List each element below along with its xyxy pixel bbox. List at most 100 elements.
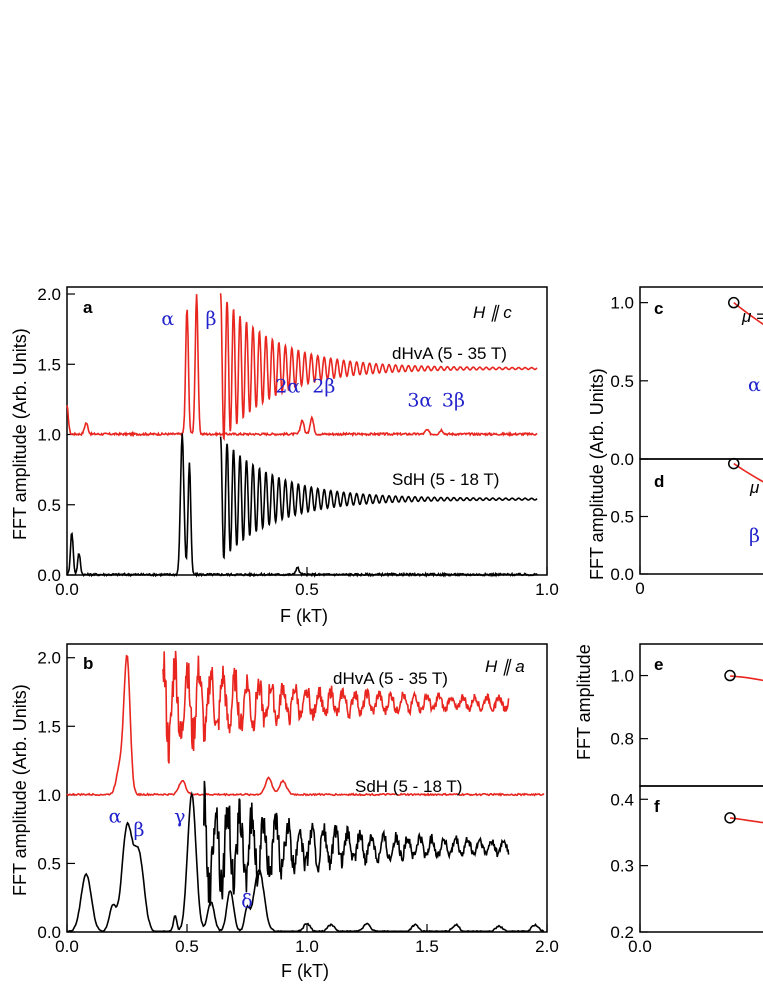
panel-d-plot (728, 457, 763, 483)
panel-b: 0.00.51.01.52.0 0.0 0.5 1.0 1.5 2.0 b H ∥ a … (10, 643, 559, 981)
panel-a-annotation: 2β (312, 375, 335, 397)
panel-b-series-0-oscillation (162, 650, 510, 764)
panel-f-frame (639, 785, 763, 933)
panel-a-field-label: H ∥ c (473, 303, 512, 322)
panel-b-plot (66, 650, 545, 933)
panel-a-xlabel: F (kT) (280, 606, 328, 626)
panel-a-series-1-spectrum (66, 433, 538, 578)
panel-e-ytick-label: 1.0 (610, 667, 634, 686)
panel-b-ytick-label: 1.0 (37, 786, 61, 805)
panel-b-xtick-label: 1.0 (295, 937, 319, 956)
panel-e-yticks: 0.8 1.0 (610, 667, 648, 749)
panel-a-ytick-label: 0.0 (37, 566, 61, 585)
panel-a-series-0-spectrum (66, 294, 538, 438)
panel-a-plot (66, 293, 538, 578)
panel-a-xticks: 0.0 0.5 1.0 (55, 567, 559, 599)
panel-a-series-1-oscillation (219, 436, 538, 560)
panel-d-xtick-label: 0 (635, 579, 644, 598)
panel-b-yticks: 0.0 0.5 1.0 1.5 2.0 (37, 649, 75, 942)
panel-b-annotation: δ (241, 890, 252, 912)
panel-e-plot (724, 669, 763, 682)
panel-b-annotation: β (134, 819, 145, 841)
panel-a-annotation: 2α (275, 375, 300, 397)
panel-c-ytick-label: 0.5 (610, 372, 634, 391)
panel-a-ytick-label: 0.5 (37, 496, 61, 515)
panel-a: 0.0 0.5 1.0 1.5 2.0 0.0 0.5 1.0 a H ∥ c dHvA (… (10, 285, 559, 626)
panel-a-label: a (83, 298, 93, 317)
panel-d-ytick-label: 0.0 (610, 565, 634, 584)
panel-f-ytick-label: 0.3 (610, 857, 634, 876)
panel-c-label: c (654, 299, 663, 318)
panel-f-label: f (654, 797, 660, 816)
panel-b-frame (66, 643, 548, 933)
panel-a-xtick-label: 0.0 (55, 580, 79, 599)
panel-c-ytick-label: 0.0 (610, 450, 634, 469)
panel-c-plot (728, 296, 763, 326)
panel-c-greek: α (748, 374, 761, 396)
panel-d-mu-label: μ (749, 478, 760, 497)
panel-f-xtick-label: 0.0 (628, 937, 652, 956)
panel-d-greek: β (749, 525, 760, 547)
panel-b-xtick-label: 0.5 (175, 937, 199, 956)
panel-e-ylabel: FFT amplitude (574, 644, 594, 760)
panel-e-fit-line (729, 675, 763, 682)
panel-d-ytick-label: 0.5 (610, 508, 634, 527)
panel-b-xtick-label: 0.0 (55, 937, 79, 956)
panel-c-point (728, 296, 740, 309)
panel-e-ytick-label: 0.8 (610, 730, 634, 749)
panel-a-dhva-label: dHvA (5 - 35 T) (392, 344, 507, 363)
panel-a-annotation: α (161, 308, 174, 330)
panel-a-ylabel: FFT amplitude (Arb. Units) (10, 328, 30, 540)
panel-a-yticks: 0.0 0.5 1.0 1.5 2.0 (37, 285, 75, 585)
panel-f-point (724, 812, 736, 824)
panel-b-ylabel: FFT amplitude (Arb. Units) (10, 684, 30, 896)
panel-a-ytick-label: 2.0 (37, 285, 61, 304)
panel-f-yticks: 0.2 0.3 0.4 (610, 790, 648, 942)
panel-d-point (728, 457, 740, 470)
panel-a-frame (66, 286, 548, 576)
panel-a-annotations: α β 2α 2β 3α 3β (161, 308, 465, 411)
panel-b-ytick-label: 0.0 (37, 923, 61, 942)
panel-d-yticks: 0.0 0.5 (610, 508, 648, 584)
panel-a-sdh-label: SdH (5 - 18 T) (392, 470, 499, 489)
panel-b-ytick-label: 2.0 (37, 649, 61, 668)
panel-c-fit-line (733, 301, 763, 326)
panel-d-fit-line (733, 462, 763, 483)
panel-cd: 0.0 0.5 1.0 0.0 0.5 01 c d μ = μ α β (610, 286, 763, 598)
panel-b-series-1-spectrum (66, 790, 545, 933)
panel-c-mu-label: μ = (741, 307, 763, 326)
panel-d-label: d (654, 472, 664, 491)
panel-d-xticks: 01 (635, 566, 645, 598)
panel-b-series-1-oscillation (203, 780, 510, 907)
panel-b-xtick-label: 1.5 (415, 937, 439, 956)
panel-a-xtick-label: 0.5 (295, 580, 319, 599)
panel-b-ytick-label: 0.5 (37, 854, 61, 873)
panel-b-ytick-label: 1.5 (37, 717, 61, 736)
panel-b-annotation: γ (174, 805, 185, 827)
panel-f-plot (724, 812, 763, 824)
panel-f-fit-line (729, 817, 763, 824)
panel-a-ytick-label: 1.5 (37, 355, 61, 374)
panel-b-annotations: αβ γ δ (109, 805, 253, 912)
panel-d-ylabel: FFT amplitude (Arb. Units) (587, 368, 607, 580)
panel-b-annotation: α (109, 805, 122, 827)
panel-b-sdh-label: SdH (5 - 18 T) (355, 777, 462, 796)
panel-f-ytick-label: 0.2 (610, 923, 634, 942)
panel-a-xtick-label: 1.0 (535, 580, 559, 599)
panel-a-annotation: β (206, 308, 217, 330)
panel-b-xticks: 0.0 0.5 1.0 1.5 2.0 (55, 924, 559, 956)
panel-b-xlabel: F (kT) (281, 961, 329, 981)
panel-e-label: e (654, 655, 663, 674)
panel-b-xtick-label: 2.0 (535, 937, 559, 956)
panel-a-annotation: 3α (407, 389, 432, 411)
panel-c-ytick-label: 1.0 (610, 294, 634, 313)
panel-a-ytick-label: 1.0 (37, 426, 61, 445)
panel-b-dhva-label: dHvA (5 - 35 T) (333, 669, 448, 688)
panel-ef: 0.8 1.0 0.2 0.3 0.4 0.0 e f FFT amplitude (… (574, 368, 763, 956)
panel-f-xticks: 0.0 (628, 924, 652, 956)
panel-f-ytick-label: 0.4 (610, 790, 634, 809)
panel-e-point (724, 669, 736, 682)
panel-a-series-0-oscillation (219, 293, 538, 442)
panel-b-label: b (83, 654, 93, 673)
